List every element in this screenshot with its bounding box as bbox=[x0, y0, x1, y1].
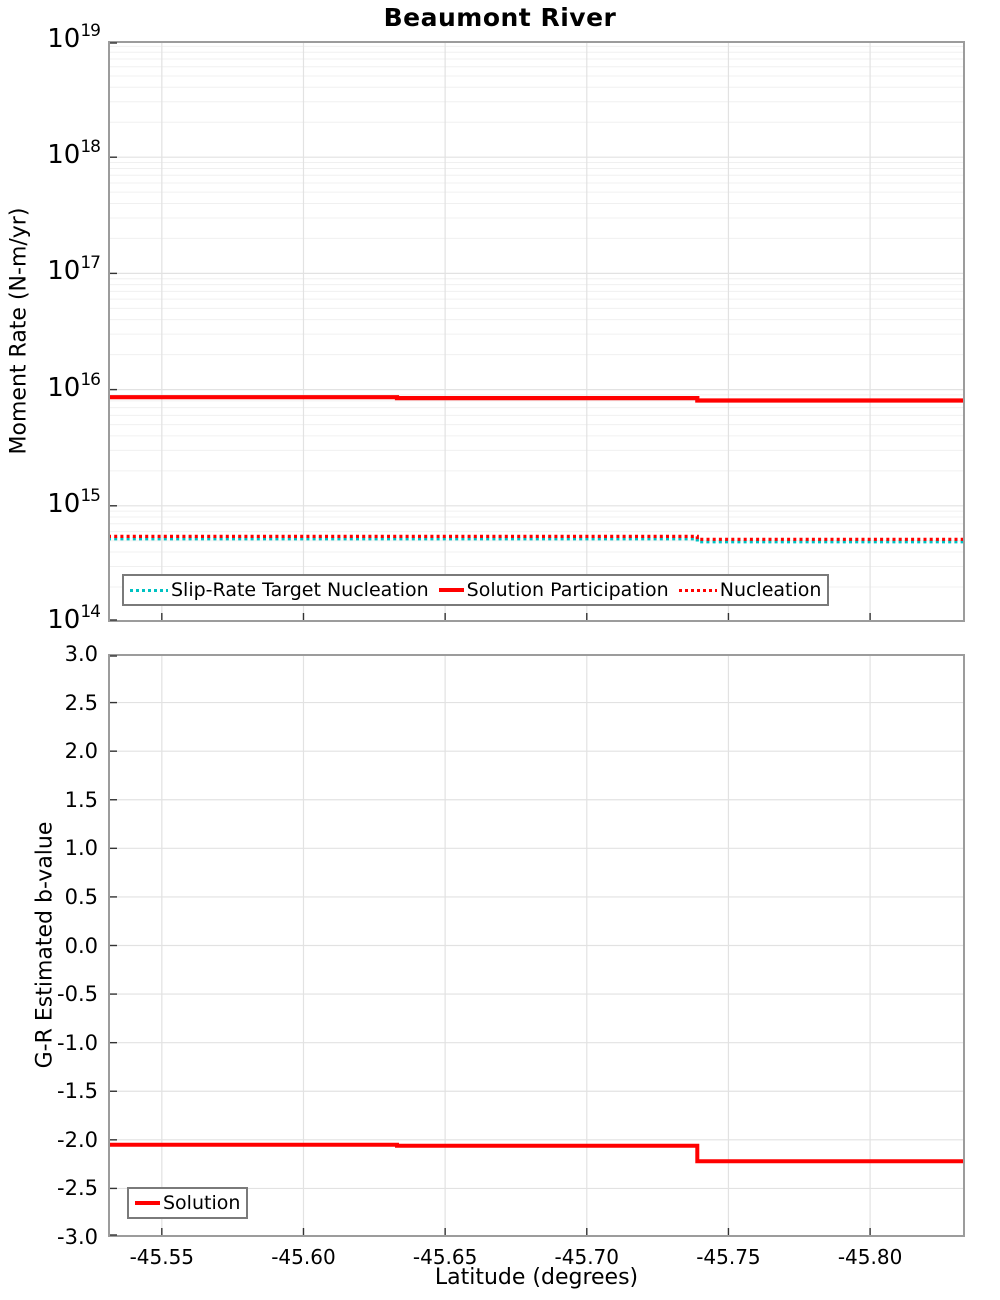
legend-swatch-solid-icon bbox=[135, 1201, 160, 1205]
x-tick-label: -45.55 bbox=[129, 1245, 195, 1269]
y-tick-label: 1.5 bbox=[64, 787, 98, 812]
y-tick-label: 0.5 bbox=[64, 884, 98, 909]
y-tick-label: 1015 bbox=[14, 485, 101, 522]
legend-item-solution-participation: Solution Participation bbox=[438, 579, 669, 601]
legend-swatch-solid-icon bbox=[438, 588, 464, 592]
legend-swatch-dotted-icon bbox=[130, 588, 168, 592]
series-line-solution-participation bbox=[108, 395, 965, 403]
legend-swatch-dotted-icon bbox=[678, 588, 717, 592]
plot-area-moment-rate bbox=[108, 41, 965, 622]
legend-item-slip-rate-target-nucleation: Slip-Rate Target Nucleation bbox=[130, 579, 429, 601]
legend-item-solution: Solution bbox=[135, 1192, 240, 1214]
plot-area-b-value bbox=[108, 654, 965, 1237]
x-tick-label: -45.80 bbox=[837, 1245, 903, 1269]
plot-border bbox=[108, 654, 965, 1237]
y-tick-label: 3.0 bbox=[64, 642, 98, 666]
chart-title: Beaumont River bbox=[383, 3, 617, 32]
y-tick-base: 10 bbox=[47, 372, 81, 403]
y-tick-label: 1018 bbox=[14, 137, 101, 173]
y-tick-label: -1.0 bbox=[57, 1030, 98, 1055]
y-tick-label: 1017 bbox=[14, 253, 101, 289]
y-tick-exponent: 17 bbox=[80, 253, 101, 274]
y-tick-label: 2.5 bbox=[64, 690, 98, 715]
y-tick-exponent: 16 bbox=[80, 369, 101, 390]
y-tick-label: 1014 bbox=[14, 602, 101, 638]
y-tick-label: 0.0 bbox=[64, 933, 98, 958]
series-line-slip-rate-target-nucleation bbox=[108, 537, 965, 544]
y-tick-label: 1.0 bbox=[64, 836, 98, 861]
y-tick-label: 1016 bbox=[14, 369, 101, 406]
legend-label: Nucleation bbox=[719, 579, 822, 601]
legend-moment-rate: Slip-Rate Target Nucleation Solution Part… bbox=[122, 574, 830, 606]
y-tick-label: -1.5 bbox=[57, 1079, 98, 1104]
x-tick-label: -45.65 bbox=[412, 1245, 478, 1269]
y-tick-exponent: 15 bbox=[80, 485, 101, 506]
x-tick-label: -45.60 bbox=[271, 1245, 336, 1269]
y-tick-exponent: 14 bbox=[80, 602, 101, 622]
x-tick-label: -45.70 bbox=[554, 1245, 620, 1269]
x-axis-label: Latitude (degrees) bbox=[434, 1265, 639, 1290]
y-tick-base: 10 bbox=[47, 140, 81, 171]
y-tick-exponent: 18 bbox=[80, 137, 101, 158]
series-line-nucleation bbox=[108, 534, 965, 541]
legend-label: Slip-Rate Target Nucleation bbox=[171, 579, 429, 601]
y-tick-label: -2.0 bbox=[57, 1127, 98, 1152]
legend-item-nucleation: Nucleation bbox=[678, 579, 822, 601]
plot-border bbox=[108, 41, 965, 622]
y-axis-label-moment-rate: Moment Rate (N-m/yr) bbox=[6, 207, 32, 455]
legend-label: Solution bbox=[163, 1192, 241, 1214]
y-tick-label: -2.5 bbox=[57, 1176, 98, 1201]
y-tick-base: 10 bbox=[47, 605, 81, 635]
y-tick-base: 10 bbox=[47, 256, 81, 287]
y-tick-base: 10 bbox=[47, 24, 81, 54]
x-tick-label: -45.75 bbox=[696, 1245, 761, 1269]
y-tick-exponent: 19 bbox=[80, 21, 101, 41]
y-tick-label: -0.5 bbox=[57, 982, 98, 1007]
y-tick-label: 1019 bbox=[14, 21, 101, 57]
y-tick-label: 2.0 bbox=[64, 739, 98, 764]
series-line-solution bbox=[108, 1142, 965, 1164]
legend-b-value: Solution bbox=[127, 1187, 249, 1219]
y-tick-base: 10 bbox=[47, 488, 81, 519]
legend-label: Solution Participation bbox=[466, 579, 669, 601]
y-tick-label: -3.0 bbox=[57, 1225, 98, 1249]
